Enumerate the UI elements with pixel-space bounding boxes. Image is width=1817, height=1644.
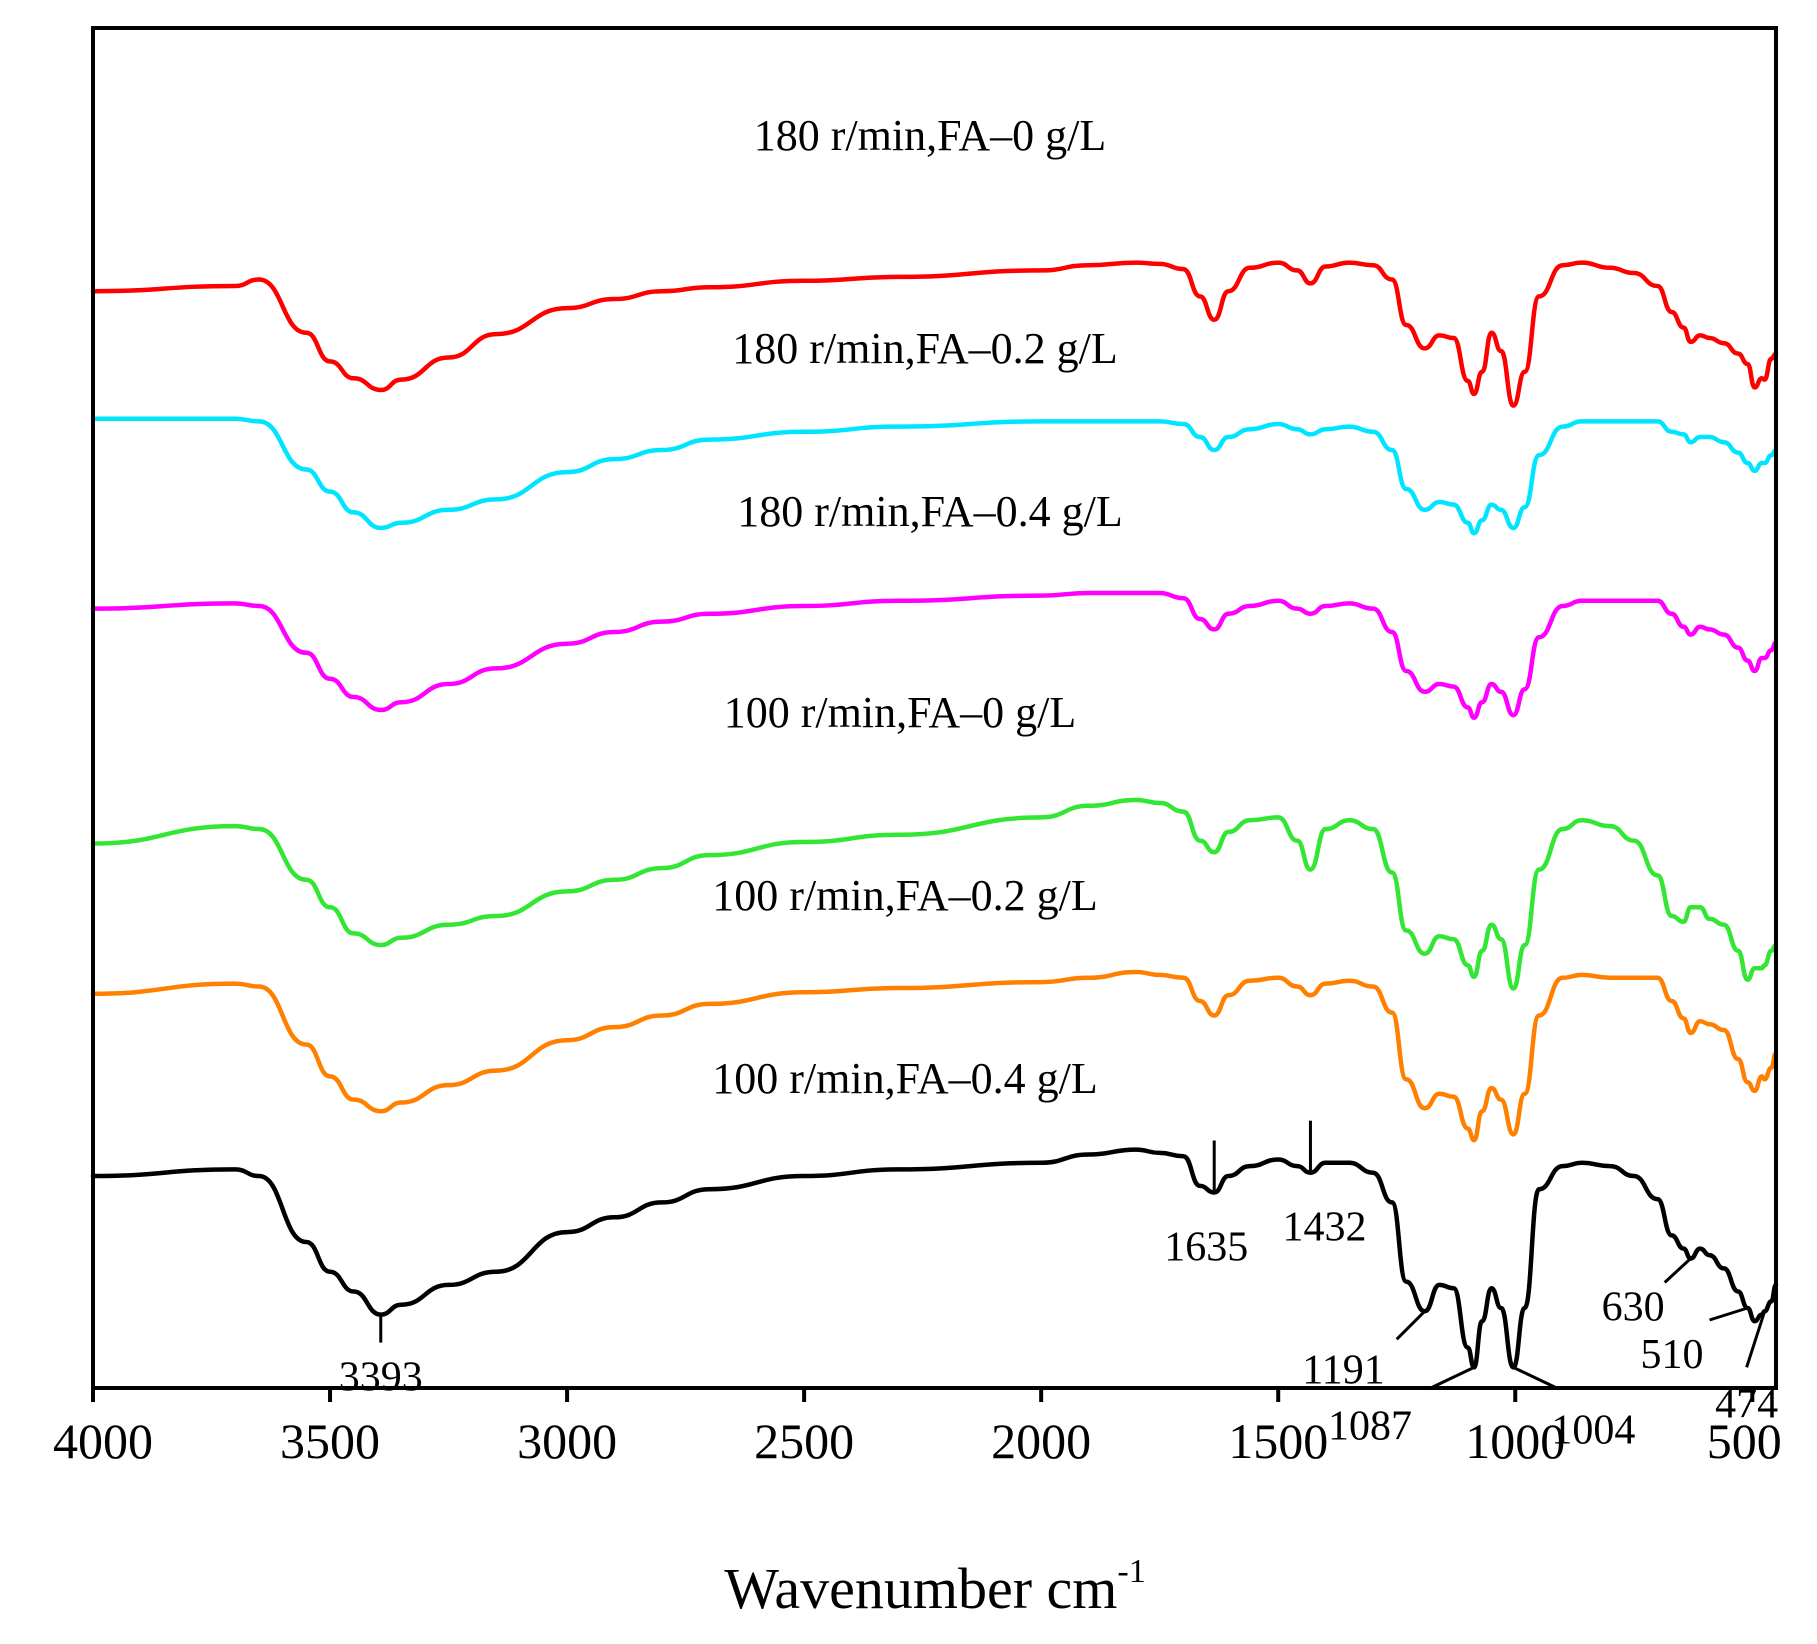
peak-label-510: 510: [1641, 1332, 1704, 1378]
series-label-1: 180 r/min,FA–0 g/L: [754, 111, 1106, 160]
peak-label-1432: 1432: [1282, 1205, 1366, 1251]
peak-label-1004: 1004: [1551, 1407, 1635, 1453]
series-line-6: [90, 1147, 1779, 1370]
peak-label-3393: 3393: [339, 1355, 423, 1401]
peak-label-630: 630: [1602, 1285, 1665, 1331]
series-label-5: 100 r/min,FA–0.2 g/L: [712, 871, 1097, 920]
spectra-layer: [90, 260, 1779, 1370]
series-line-4: [90, 797, 1779, 991]
peak-marker-474: [1745, 1310, 1767, 1368]
x-tick-label-3000: 3000: [517, 1413, 617, 1469]
peak-marker-1004: [1512, 1366, 1557, 1389]
x-axis: 4000 3500 3000 2500 2000 1500 1000 500: [53, 1388, 1782, 1469]
series-label-4: 100 r/min,FA–0 g/L: [724, 688, 1076, 737]
x-axis-title-text: Wavenumber cm: [724, 1556, 1117, 1621]
series-label-3: 180 r/min,FA–0.4 g/L: [737, 487, 1122, 536]
series-label-2: 180 r/min,FA–0.2 g/L: [732, 324, 1117, 373]
series-label-6: 100 r/min,FA–0.4 g/L: [712, 1054, 1097, 1103]
series-line-3: [90, 590, 1779, 721]
x-axis-title-superscript: -1: [1117, 1553, 1145, 1590]
peak-marker-510: [1709, 1306, 1749, 1322]
x-tick-label-2000: 2000: [991, 1413, 1091, 1469]
peak-label-1191: 1191: [1302, 1347, 1384, 1393]
series-line-5: [90, 969, 1779, 1143]
x-tick-label-1000: 1000: [1465, 1413, 1565, 1469]
series-labels: 180 r/min,FA–0 g/L 180 r/min,FA–0.2 g/L 18…: [712, 111, 1122, 1103]
peak-marker-630: [1663, 1257, 1692, 1284]
peak-label-1635: 1635: [1164, 1225, 1248, 1271]
x-axis-title: Wavenumber cm-1: [724, 1553, 1145, 1621]
peak-marker-1087: [1431, 1366, 1475, 1389]
series-line-1: [90, 260, 1779, 408]
plot-frame: [91, 26, 1778, 1390]
x-tick-label-1500: 1500: [1228, 1413, 1328, 1469]
peak-label-1087: 1087: [1328, 1403, 1412, 1449]
peak-marker-1191: [1395, 1310, 1426, 1341]
x-tick-label-4000: 4000: [53, 1413, 153, 1469]
x-tick-label-500: 500: [1707, 1413, 1782, 1469]
series-line-2: [90, 416, 1779, 536]
x-tick-label-2500: 2500: [754, 1413, 854, 1469]
x-tick-label-3500: 3500: [280, 1413, 380, 1469]
